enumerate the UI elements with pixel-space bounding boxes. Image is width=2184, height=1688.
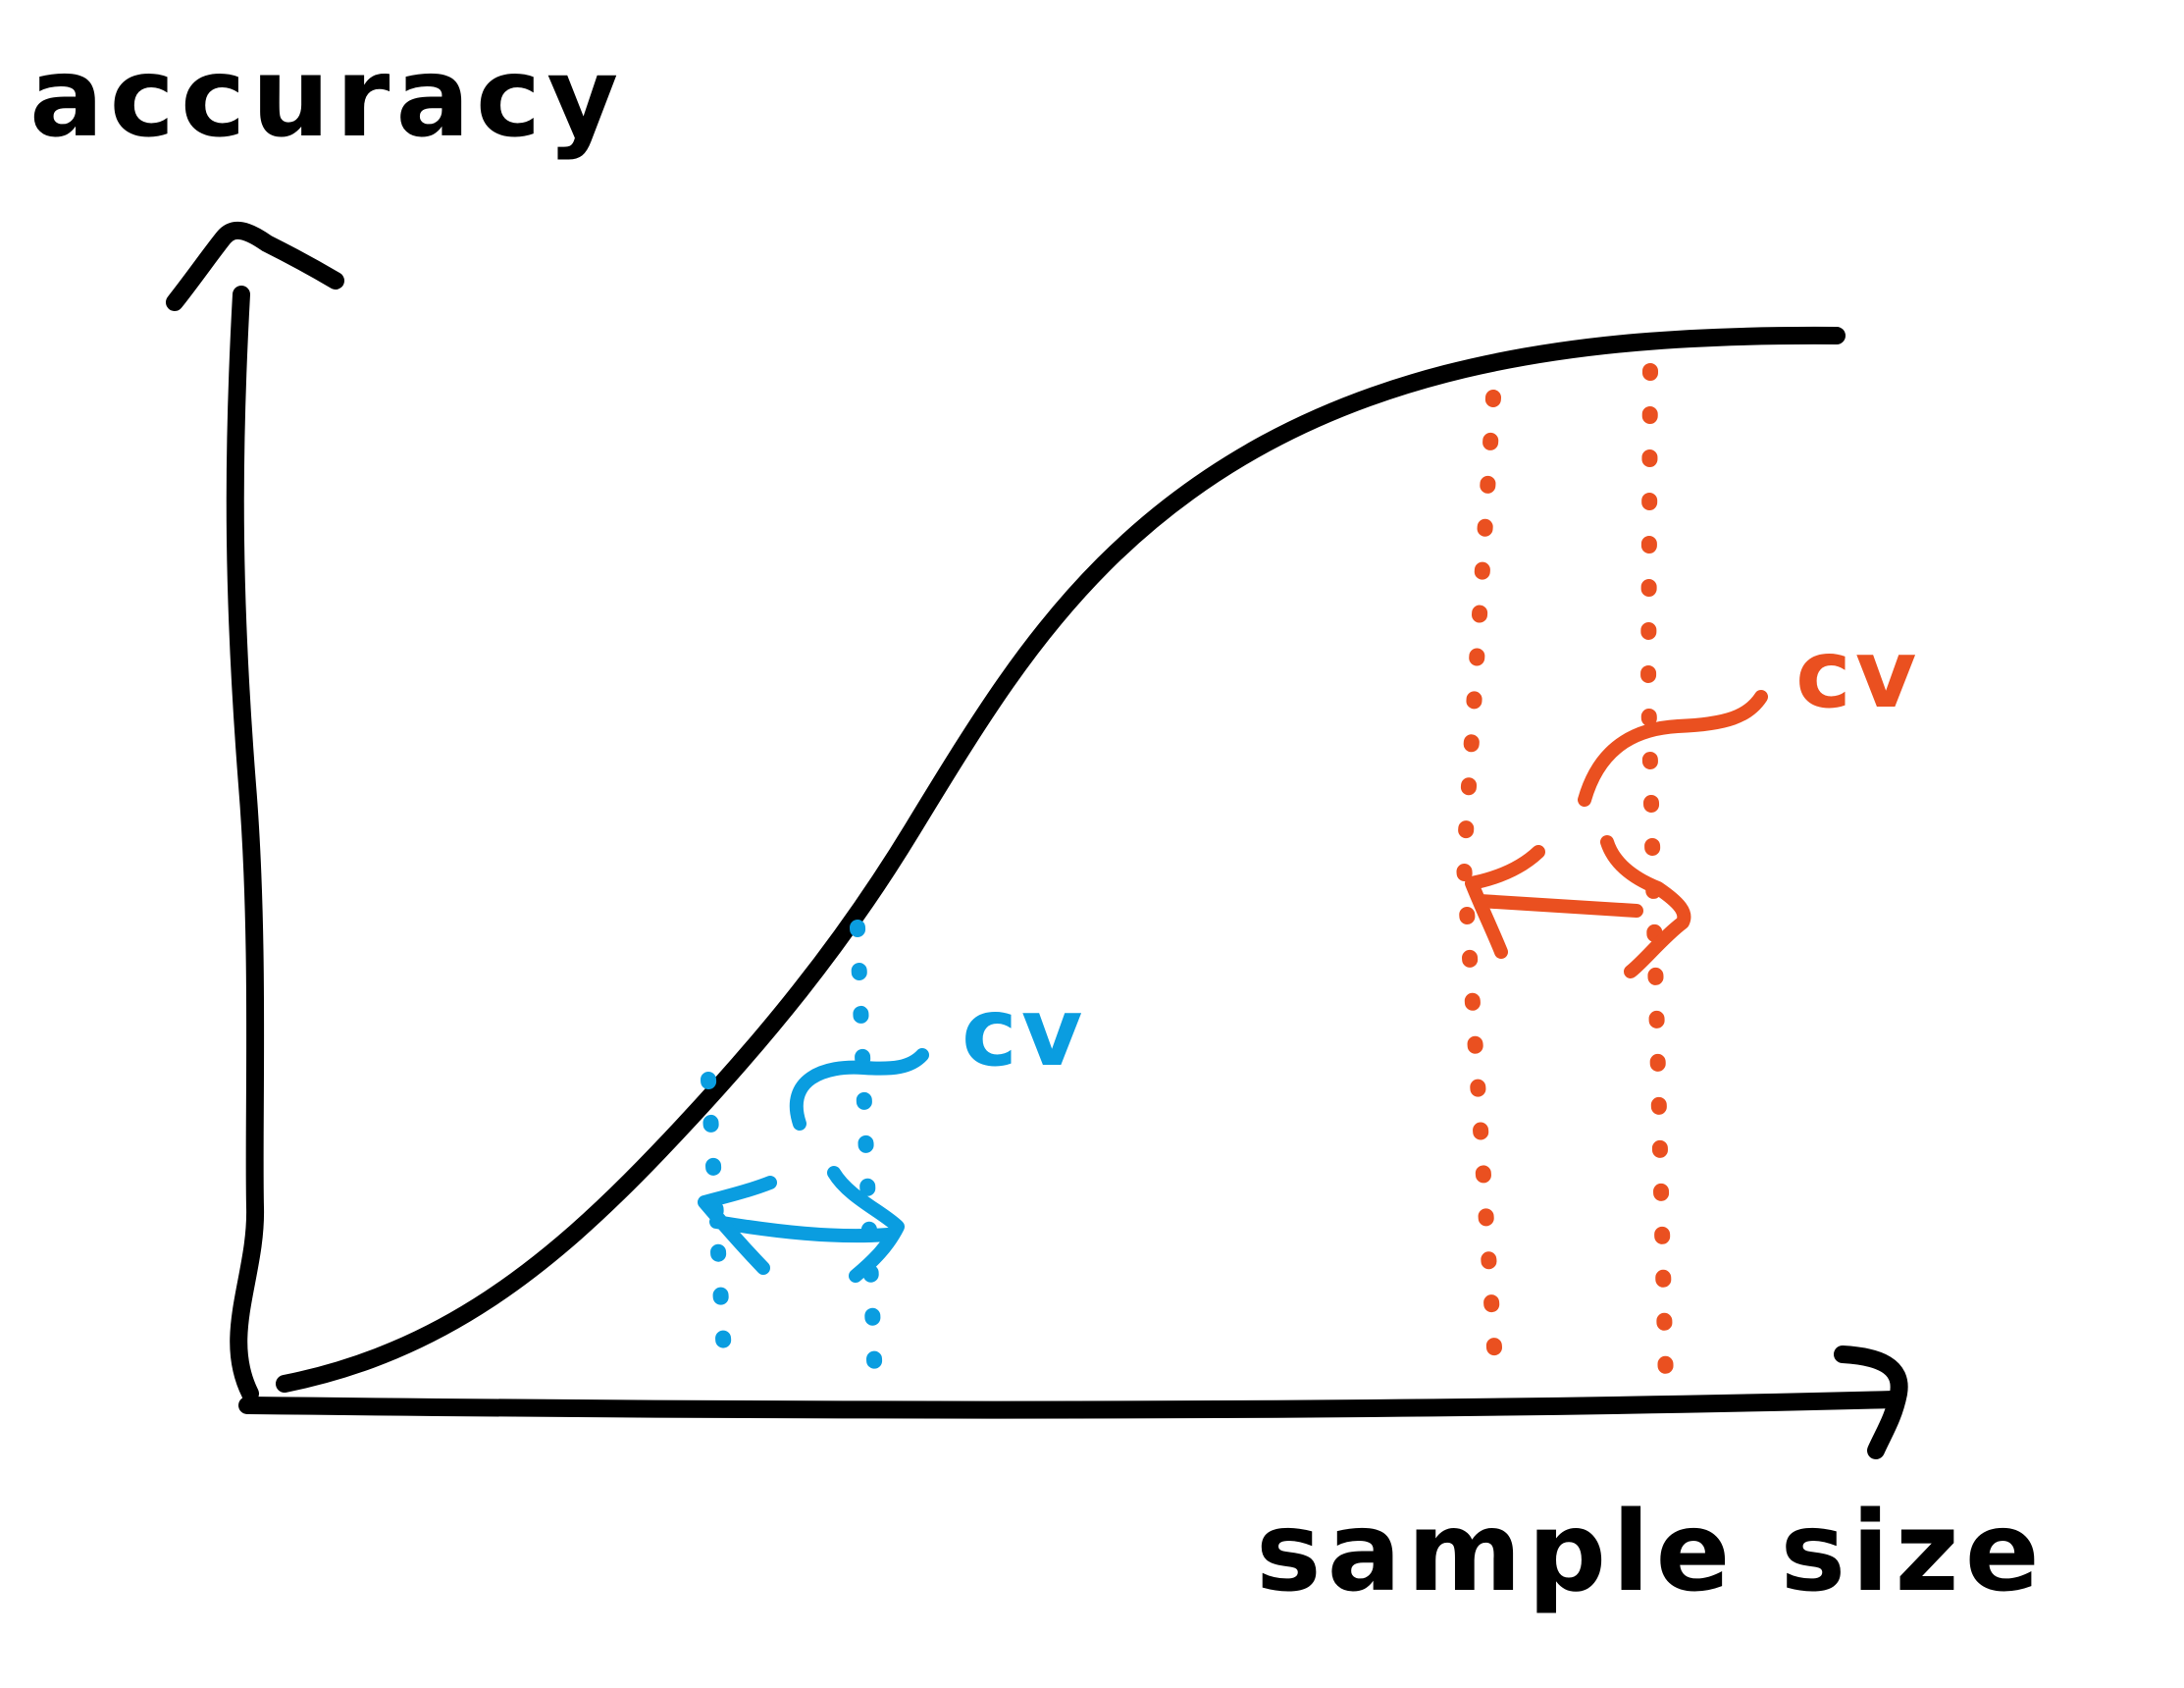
x-axis-arrowhead	[1834, 1345, 1908, 1459]
blue-cv-annotation: cv	[698, 920, 1086, 1392]
blue-arrowhead-left	[698, 1176, 777, 1275]
orange-double-arrow	[1473, 894, 1643, 918]
orange-cv-label: cv	[1795, 619, 1920, 729]
y-axis-arrowhead	[166, 221, 344, 311]
x-axis	[238, 1345, 1908, 1459]
blue-bracket	[789, 1048, 929, 1131]
x-axis-line	[238, 1391, 1902, 1419]
orange-cv-annotation: cv	[1456, 363, 1920, 1392]
y-axis-line	[226, 286, 265, 1402]
blue-cv-label: cv	[962, 977, 1086, 1087]
orange-dotted-line-right	[1640, 363, 1674, 1392]
orange-arrowhead-right	[1600, 835, 1691, 978]
orange-bracket	[1578, 690, 1768, 807]
orange-arrowhead-left	[1465, 845, 1545, 959]
learning-curve	[276, 326, 1846, 1393]
y-axis	[166, 221, 344, 1402]
blue-double-arrow	[709, 1215, 895, 1243]
blue-dotted-line-right	[850, 920, 883, 1392]
y-axis-label: accuracy	[29, 34, 624, 162]
x-axis-label: sample size	[1256, 1489, 2046, 1616]
blue-arrowhead-right	[827, 1166, 905, 1283]
